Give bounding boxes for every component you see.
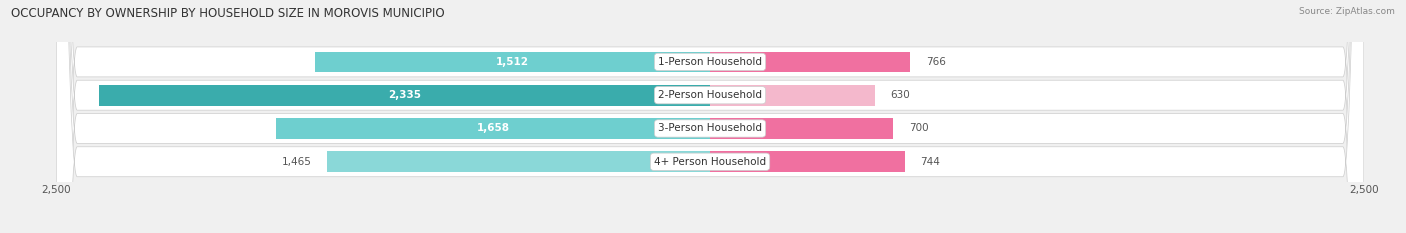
Bar: [710, 118, 893, 139]
FancyBboxPatch shape: [56, 0, 1364, 233]
FancyBboxPatch shape: [56, 0, 1364, 233]
Bar: [315, 51, 710, 72]
Text: 1,658: 1,658: [477, 123, 510, 134]
Text: 1-Person Household: 1-Person Household: [658, 57, 762, 67]
Text: 4+ Person Household: 4+ Person Household: [654, 157, 766, 167]
Text: OCCUPANCY BY OWNERSHIP BY HOUSEHOLD SIZE IN MOROVIS MUNICIPIO: OCCUPANCY BY OWNERSHIP BY HOUSEHOLD SIZE…: [11, 7, 444, 20]
Text: 2-Person Household: 2-Person Household: [658, 90, 762, 100]
Text: 1,512: 1,512: [496, 57, 529, 67]
Text: 630: 630: [890, 90, 910, 100]
Text: Source: ZipAtlas.com: Source: ZipAtlas.com: [1299, 7, 1395, 16]
Text: 700: 700: [908, 123, 928, 134]
FancyBboxPatch shape: [56, 0, 1364, 233]
Text: 744: 744: [921, 157, 941, 167]
Text: 3-Person Household: 3-Person Household: [658, 123, 762, 134]
Bar: [710, 151, 904, 172]
FancyBboxPatch shape: [56, 0, 1364, 233]
Bar: [710, 85, 875, 106]
Bar: [100, 85, 710, 106]
Bar: [277, 118, 710, 139]
Text: 766: 766: [927, 57, 946, 67]
Text: 1,465: 1,465: [281, 157, 311, 167]
Text: 2,335: 2,335: [388, 90, 422, 100]
Bar: [710, 51, 910, 72]
Bar: [328, 151, 710, 172]
